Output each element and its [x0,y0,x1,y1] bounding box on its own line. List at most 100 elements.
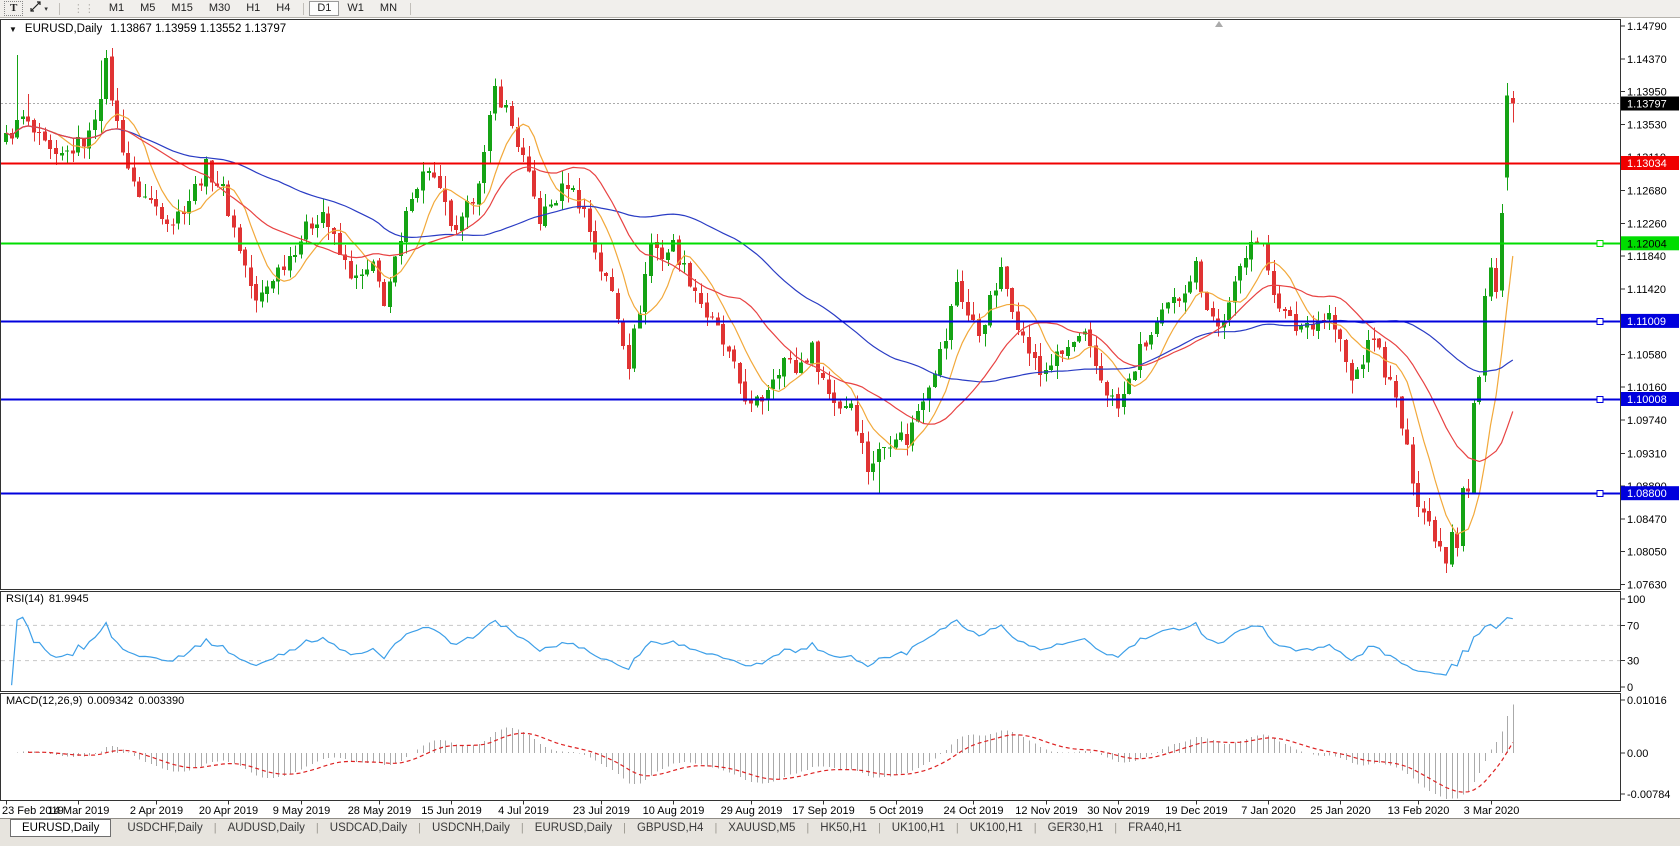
chevron-down-icon: ▾ [44,5,48,13]
tab-separator: | [877,822,881,834]
timeframe-button-m5[interactable]: M5 [132,1,163,16]
hline-handle[interactable] [1596,317,1604,326]
date-tick-label: 4 Jul 2019 [498,805,549,817]
tab-separator: | [955,822,959,834]
date-tick-label: 17 Sep 2019 [792,805,854,817]
candlesticks[interactable] [4,47,1515,573]
timeframe-button-h4[interactable]: H4 [268,1,298,16]
crosshair-tool-icon [29,0,42,18]
chart-symbol-period: EURUSD,Daily [24,23,103,35]
chart-canvas[interactable]: 1.147901.143701.139501.135301.131101.126… [0,18,1680,818]
macd-tick: 0.00 [1627,748,1648,760]
tab-separator: | [520,822,524,834]
price-tick: 1.13950 [1627,87,1667,99]
timeframe-button-m1[interactable]: M1 [101,1,132,16]
crosshair-tool-button[interactable]: ▾ [25,0,52,18]
hline-price-label: 1.11009 [1627,316,1666,328]
chart-tab-eurusd-daily[interactable]: EURUSD,Daily [10,819,112,837]
tab-separator: | [213,822,217,834]
rsi-tick: 0 [1627,682,1633,694]
date-tick-label: 5 Oct 2019 [870,805,924,817]
tab-separator: | [806,822,810,834]
date-tick-label: 25 Jan 2020 [1310,805,1371,817]
timeframe-button-m15[interactable]: M15 [163,1,200,16]
hline-price-label-box [1621,313,1679,328]
date-tick-label: 7 Jan 2020 [1241,805,1295,817]
chart-tab-uk100-h1[interactable]: UK100,H1 [969,822,1023,834]
chart-tab-audusd-daily[interactable]: AUDUSD,Daily [227,822,305,834]
chart-tab-fra40-h1[interactable]: FRA40,H1 [1128,822,1182,834]
pane-borders [0,19,1621,801]
hline-handle[interactable] [1596,489,1604,498]
date-tick-label: 28 May 2019 [348,805,412,817]
main-chart-pane-border [0,19,1621,590]
text-tool-button[interactable]: T [4,1,24,16]
date-tick-label: 29 Aug 2019 [721,805,783,817]
price-tick: 1.14370 [1627,54,1667,66]
timeframe-button-m30[interactable]: M30 [201,1,238,16]
rsi-tick: 30 [1627,656,1639,668]
horizontal-line-objects[interactable] [1,162,1620,498]
current-price-label-box [1621,96,1679,111]
toolbar-grip-handle[interactable]: ⋮⋮ [72,3,95,15]
price-axis[interactable]: 1.147901.143701.139501.135301.131101.126… [1620,21,1679,801]
date-tick-label: 10 Aug 2019 [643,805,705,817]
current-price-label: 1.13797 [1627,99,1667,111]
ma-fast-line [5,113,1514,535]
toolbar-separator [58,2,60,15]
chart-tab-gbpusd-h4[interactable]: GBPUSD,H4 [636,822,704,834]
chart-tab-usdcad-daily[interactable]: USDCAD,Daily [329,822,408,834]
timeframe-button-mn[interactable]: MN [372,1,405,16]
rsi-pane-border [0,591,1621,692]
date-tick-label: 24 Oct 2019 [944,805,1004,817]
date-tick-label: 2 Apr 2019 [130,805,183,817]
price-tick: 1.08050 [1627,547,1667,559]
rsi-value: 81.9945 [48,593,89,605]
date-tick-label: 13 Feb 2020 [1388,805,1450,817]
macd-tick: -0.00784 [1627,789,1670,801]
chart-tab-ger30-h1[interactable]: GER30,H1 [1047,822,1104,834]
date-tick-label: 20 Apr 2019 [199,805,258,817]
chart-tab-eurusd-daily[interactable]: EURUSD,Daily [534,822,613,834]
hline-price-label: 1.13034 [1627,158,1667,170]
chart-tab-bar: EURUSD,Daily USDCHF,Daily | AUDUSD,Daily | US… [0,818,1680,846]
hline-price-label: 1.12004 [1627,238,1667,250]
chart-tab-usdcnh-daily[interactable]: USDCNH,Daily [431,822,510,834]
rsi-indicator [1,616,1620,686]
tab-separator: | [623,822,626,834]
date-tick-label: 14 Mar 2019 [48,805,110,817]
hline-price-label: 1.10008 [1627,394,1667,406]
hline-price-label-box [1621,486,1679,501]
hline-handle[interactable] [1596,239,1604,248]
timeframe-button-d1[interactable]: D1 [309,1,340,16]
chart-title: ▼ EURUSD,Daily 1.13867 1.13959 1.13552 1… [9,23,286,35]
chart-tab-uk100-h1[interactable]: UK100,H1 [891,822,945,834]
macd-signal-line [28,732,1514,793]
chart-tab-hk50-h1[interactable]: HK50,H1 [820,822,867,834]
price-tick: 1.10160 [1627,382,1667,394]
rsi-indicator-label: RSI(14) 81.9945 [6,593,94,605]
price-tick: 1.12680 [1627,186,1667,198]
hline-price-label-box [1621,236,1679,251]
date-tick-label: 12 Nov 2019 [1015,805,1077,817]
price-tick: 1.11420 [1627,284,1666,296]
date-tick-label: 3 Mar 2020 [1464,805,1520,817]
rsi-name: RSI(14) [6,593,44,605]
date-tick-label: 19 Dec 2019 [1165,805,1227,817]
date-tick-label: 9 May 2019 [273,805,330,817]
chart-tab-xauusd-m5[interactable]: XAUUSD,M5 [728,822,796,834]
macd-tick: 0.01016 [1627,695,1667,707]
hline-price-label-box [1621,156,1679,170]
timeframe-button-h1[interactable]: H1 [238,1,268,16]
tab-separator: | [315,822,319,834]
chart-ohlc-values: 1.13867 1.13959 1.13552 1.13797 [110,23,287,35]
macd-pane-border [0,693,1621,801]
hline-handle[interactable] [1596,395,1604,404]
rsi-tick: 70 [1627,620,1639,632]
macd-value-signal: 0.003390 [138,695,185,707]
chart-tab-usdchf-daily[interactable]: USDCHF,Daily [127,822,203,834]
timeframe-button-w1[interactable]: W1 [339,1,372,16]
chart-menu-caret-icon[interactable]: ▼ [9,24,17,34]
